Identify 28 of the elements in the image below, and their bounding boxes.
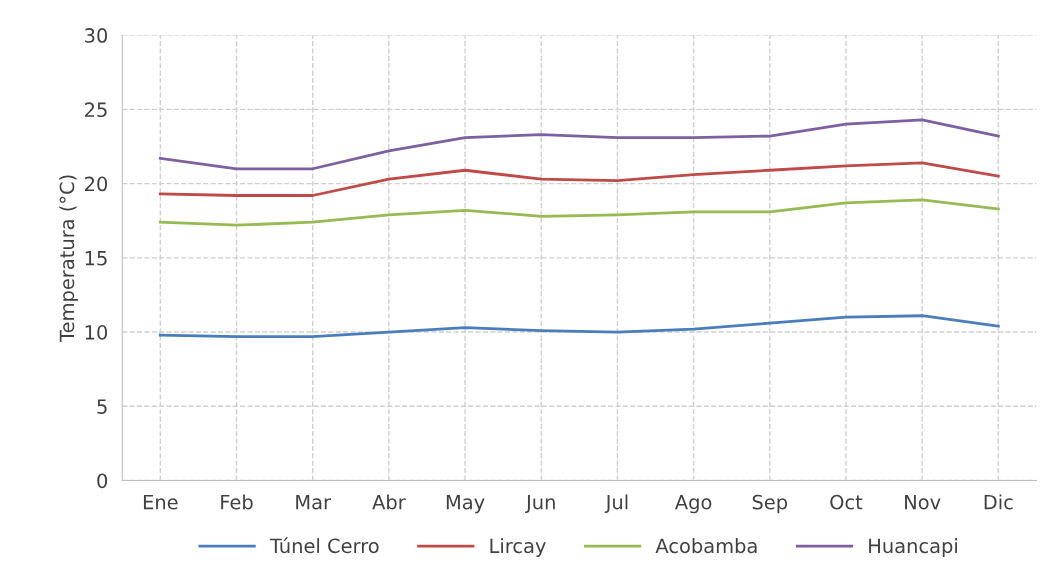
- x-tick-label: Jul: [604, 494, 628, 514]
- x-tick-label: Oct: [830, 494, 863, 510]
- y-tick-label: 5: [97, 399, 107, 414]
- x-tick-label: Jun: [525, 495, 555, 514]
- x-tick-label: Abr: [372, 494, 406, 510]
- legend-label: Túnel Cerro: [269, 537, 379, 554]
- x-tick-label: Mar: [296, 495, 332, 510]
- y-tick-label: 15: [85, 251, 107, 266]
- y-axis-title: Temperatura (°C): [59, 175, 79, 342]
- x-tick-label: Ago: [674, 495, 712, 514]
- line-series: [158, 198, 1000, 227]
- line-series: [158, 161, 1000, 197]
- y-tick-label: 0: [97, 473, 108, 489]
- x-tick-label: Sep: [752, 494, 788, 514]
- legend-label: Lircay: [490, 538, 546, 557]
- x-tick-label: Ene: [143, 495, 178, 510]
- x-tick-label: Feb: [221, 494, 253, 510]
- legend-label: Huancapi: [869, 538, 957, 557]
- y-tick-label: 25: [85, 102, 107, 118]
- x-tick-label: Dic: [984, 494, 1013, 510]
- line-series: [158, 118, 1000, 171]
- y-tick-label: 30: [85, 28, 108, 43]
- legend-label: Acobamba: [655, 538, 757, 554]
- y-tick-label: 20: [85, 176, 108, 192]
- x-tick-label: May: [446, 495, 485, 514]
- line-series: [158, 314, 1000, 338]
- x-tick-label: Nov: [905, 495, 941, 510]
- y-tick-label: 10: [85, 325, 108, 340]
